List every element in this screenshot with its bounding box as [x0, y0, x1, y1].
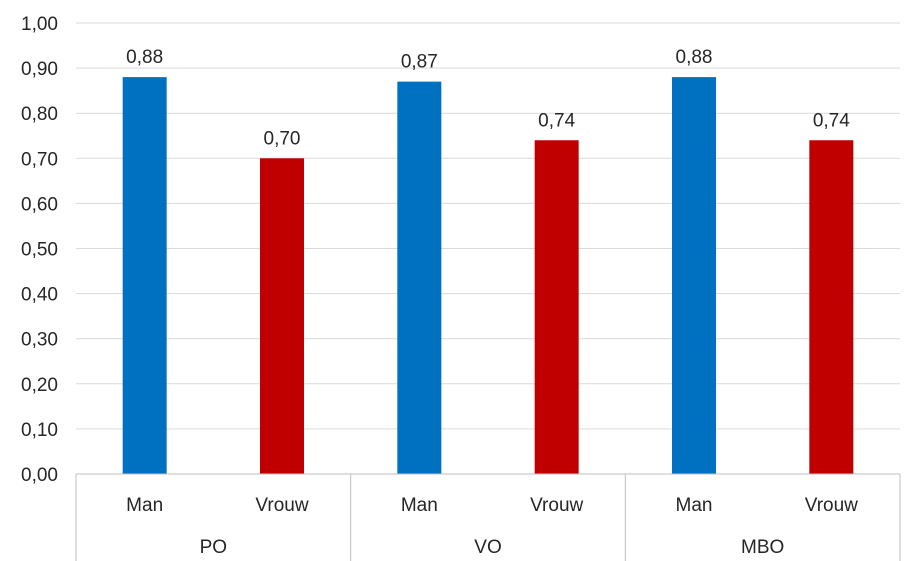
- x-group-label: PO: [200, 537, 227, 558]
- bar-mbo-man: [672, 77, 716, 475]
- data-label: 0,88: [126, 47, 163, 68]
- x-axis: Man Vrouw PO Man Vrouw VO Man Vrouw MBO: [75, 473, 901, 561]
- data-label: 0,70: [264, 128, 301, 149]
- x-group-label: VO: [474, 537, 501, 558]
- y-tick-label: 0,10: [21, 420, 58, 441]
- bar-vo-vrouw: [534, 140, 579, 474]
- y-tick-label: 0,90: [21, 59, 58, 80]
- data-label: 0,74: [538, 110, 575, 131]
- x-category-label: Man: [401, 495, 438, 516]
- gridlines: [76, 22, 900, 430]
- y-axis: 0,00 0,10 0,20 0,30 0,40 0,50 0,60 0,70 0,80 0,90…: [21, 14, 58, 486]
- x-category-label: Vrouw: [805, 495, 858, 516]
- x-category-label: Vrouw: [255, 495, 308, 516]
- bars: [122, 77, 854, 475]
- data-label: 0,74: [813, 110, 850, 131]
- y-tick-label: 0,50: [21, 240, 58, 261]
- x-category-label: Man: [126, 495, 163, 516]
- bar-po-vrouw: [260, 158, 304, 475]
- x-group-label: MBO: [741, 537, 784, 558]
- y-tick-label: 1,00: [21, 14, 58, 35]
- bar-vo-man: [397, 81, 442, 474]
- data-label: 0,87: [401, 52, 438, 73]
- x-category-label: Man: [676, 495, 713, 516]
- y-tick-label: 0,70: [21, 149, 58, 170]
- y-tick-label: 0,00: [21, 465, 58, 486]
- y-tick-label: 0,30: [21, 330, 58, 351]
- x-category-label: Vrouw: [530, 495, 583, 516]
- y-tick-label: 0,20: [21, 375, 58, 396]
- y-tick-label: 0,60: [21, 194, 58, 215]
- y-tick-label: 0,40: [21, 285, 58, 306]
- data-labels: 0,88 0,70 0,87 0,74 0,88 0,74: [126, 47, 850, 149]
- bar-mbo-vrouw: [809, 140, 854, 474]
- y-tick-label: 0,80: [21, 104, 58, 125]
- bar-po-man: [122, 77, 167, 475]
- data-label: 0,88: [676, 47, 713, 68]
